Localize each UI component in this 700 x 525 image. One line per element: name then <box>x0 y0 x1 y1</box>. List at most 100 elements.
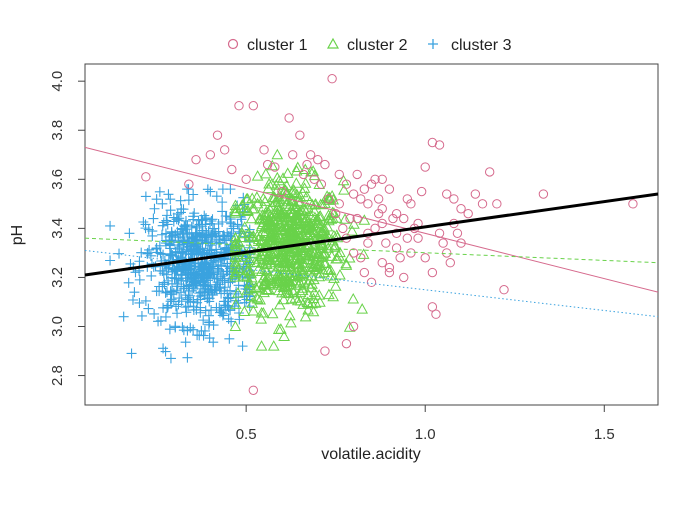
data-point-cluster-3 <box>140 295 151 306</box>
data-point-cluster-2 <box>236 231 249 242</box>
data-point-cluster-1 <box>492 199 502 209</box>
legend-label-cluster-2: cluster 2 <box>347 37 408 54</box>
data-point-cluster-1 <box>341 338 352 349</box>
data-point-cluster-3 <box>173 215 184 226</box>
data-point-cluster-3 <box>181 307 192 318</box>
data-point-cluster-1 <box>309 174 319 185</box>
data-point-cluster-2 <box>253 212 266 224</box>
data-point-cluster-2 <box>305 281 317 293</box>
data-point-cluster-1 <box>352 213 362 224</box>
data-point-cluster-2 <box>276 246 289 258</box>
data-point-cluster-2 <box>229 298 242 309</box>
data-point-cluster-2 <box>315 239 327 250</box>
data-point-cluster-1 <box>356 194 366 204</box>
data-point-cluster-1 <box>427 302 438 312</box>
data-point-cluster-1 <box>334 199 344 209</box>
data-point-cluster-2 <box>269 265 282 276</box>
data-point-cluster-3 <box>217 275 228 286</box>
data-point-cluster-3 <box>129 287 140 298</box>
data-point-cluster-3 <box>211 234 222 245</box>
data-point-cluster-2 <box>237 269 250 281</box>
data-point-cluster-2 <box>240 258 253 270</box>
data-point-cluster-3 <box>204 333 215 344</box>
data-point-cluster-1 <box>284 113 294 123</box>
data-point-cluster-3 <box>163 300 174 311</box>
data-point-cluster-2 <box>290 274 302 286</box>
data-point-cluster-1 <box>427 137 438 148</box>
data-point-cluster-2 <box>285 316 297 328</box>
data-point-cluster-3 <box>197 261 208 272</box>
data-point-cluster-3 <box>174 213 185 224</box>
data-point-cluster-3 <box>182 220 193 231</box>
data-point-cluster-2 <box>358 214 371 225</box>
data-point-cluster-2 <box>343 252 356 263</box>
data-point-cluster-3 <box>154 286 165 297</box>
data-point-cluster-2 <box>276 286 288 298</box>
data-point-cluster-2 <box>313 270 326 282</box>
data-point-cluster-1 <box>270 162 280 172</box>
data-point-cluster-2 <box>296 205 309 216</box>
data-point-cluster-2 <box>280 179 293 191</box>
data-point-cluster-3 <box>206 305 217 316</box>
data-point-cluster-1 <box>323 194 334 204</box>
y-tick-label: 2.8 <box>49 365 66 386</box>
data-point-cluster-2 <box>253 253 266 264</box>
data-point-cluster-2 <box>302 297 315 308</box>
data-point-cluster-3 <box>148 213 159 224</box>
data-point-cluster-3 <box>156 229 167 240</box>
data-point-cluster-3 <box>208 269 219 280</box>
data-point-cluster-3 <box>198 272 209 283</box>
data-point-cluster-3 <box>123 277 134 288</box>
data-point-cluster-2 <box>261 264 273 276</box>
data-point-cluster-3 <box>149 308 160 319</box>
data-point-cluster-2 <box>240 193 253 204</box>
data-point-cluster-2 <box>276 208 289 219</box>
data-point-cluster-2 <box>257 306 270 318</box>
data-point-cluster-2 <box>283 207 296 219</box>
data-point-cluster-3 <box>232 219 243 230</box>
data-point-cluster-2 <box>356 303 369 314</box>
data-point-cluster-3 <box>198 315 209 326</box>
data-point-cluster-3 <box>147 226 158 237</box>
data-point-cluster-3 <box>160 311 171 322</box>
data-point-cluster-3 <box>134 256 145 267</box>
data-point-cluster-3 <box>154 186 165 197</box>
data-point-cluster-3 <box>178 229 189 240</box>
data-point-cluster-2 <box>278 280 291 292</box>
data-point-cluster-1 <box>477 199 488 209</box>
data-point-cluster-3 <box>218 230 229 241</box>
data-point-cluster-3 <box>220 282 231 293</box>
data-point-cluster-2 <box>324 264 337 275</box>
data-point-cluster-3 <box>217 310 228 321</box>
data-point-cluster-2 <box>330 253 342 264</box>
data-point-cluster-3 <box>181 281 192 292</box>
data-point-cluster-2 <box>259 263 271 274</box>
data-point-cluster-2 <box>271 148 284 160</box>
data-point-cluster-1 <box>363 238 373 248</box>
data-point-cluster-3 <box>212 266 223 277</box>
data-point-cluster-1 <box>191 154 201 165</box>
data-point-cluster-3 <box>182 273 193 284</box>
data-point-cluster-2 <box>295 264 307 276</box>
data-point-cluster-2 <box>292 213 305 224</box>
data-point-cluster-2 <box>252 233 265 245</box>
data-point-cluster-1 <box>248 385 259 395</box>
data-point-cluster-2 <box>323 288 335 300</box>
data-point-cluster-3 <box>168 216 179 227</box>
data-point-cluster-2 <box>327 290 340 302</box>
data-point-cluster-3 <box>188 301 199 312</box>
data-point-cluster-1 <box>420 253 430 263</box>
y-axis: 2.8 3.0 3.2 3.4 3.6 3.8 4.0 <box>49 71 85 386</box>
data-point-cluster-3 <box>126 348 137 359</box>
data-point-cluster-3 <box>127 295 138 306</box>
data-point-cluster-1 <box>377 174 387 185</box>
data-point-cluster-2 <box>300 190 313 201</box>
data-point-cluster-3 <box>202 184 213 195</box>
data-point-cluster-2 <box>251 291 263 303</box>
data-point-cluster-2 <box>271 171 284 183</box>
data-point-cluster-1 <box>470 189 481 199</box>
data-point-cluster-3 <box>105 255 116 266</box>
data-point-cluster-2 <box>243 277 256 289</box>
data-point-cluster-2 <box>262 283 275 294</box>
data-point-cluster-2 <box>273 260 285 271</box>
